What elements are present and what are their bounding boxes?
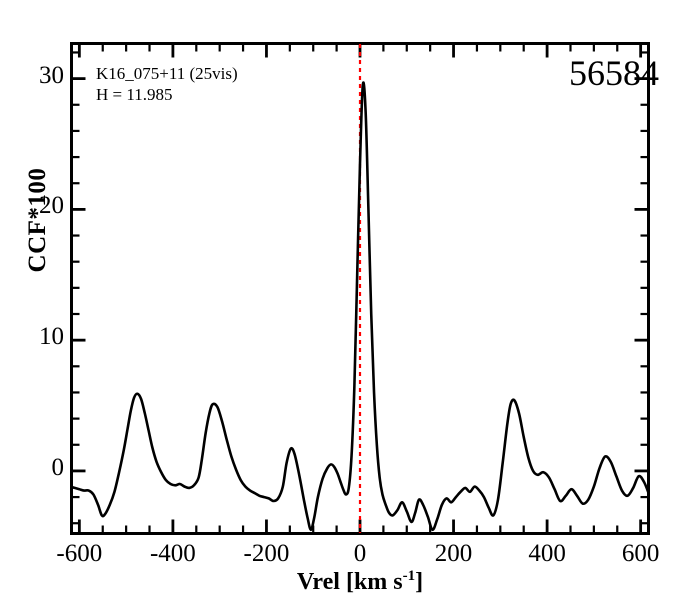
y-tick-label: 10 <box>39 323 64 351</box>
x-axis-label-tail: ] <box>415 569 424 595</box>
x-axis-label-exponent: -1 <box>402 568 416 584</box>
magnitude-annotation: H = 11.985 <box>96 85 173 104</box>
x-tick-label: 400 <box>528 540 566 567</box>
mjd-annotation: 56584 <box>569 53 659 93</box>
y-tick-label: 30 <box>39 61 64 89</box>
x-tick-label: -400 <box>149 540 196 567</box>
x-axis-label-main: Vrel [km s <box>296 569 403 595</box>
x-axis-label: Vrel [km s-1] <box>70 568 650 596</box>
x-tick-label: -200 <box>243 540 290 567</box>
x-tick-label: 0 <box>353 540 367 567</box>
plot-frame <box>70 42 650 535</box>
target-identifier-annotation: K16_075+11 (25vis) <box>96 64 238 83</box>
y-tick-label: 0 <box>51 453 65 481</box>
x-tick-label: 200 <box>434 540 473 567</box>
x-tick-label: 600 <box>621 540 660 567</box>
x-tick-label: -600 <box>56 540 103 567</box>
y-tick-label: 20 <box>39 192 64 220</box>
